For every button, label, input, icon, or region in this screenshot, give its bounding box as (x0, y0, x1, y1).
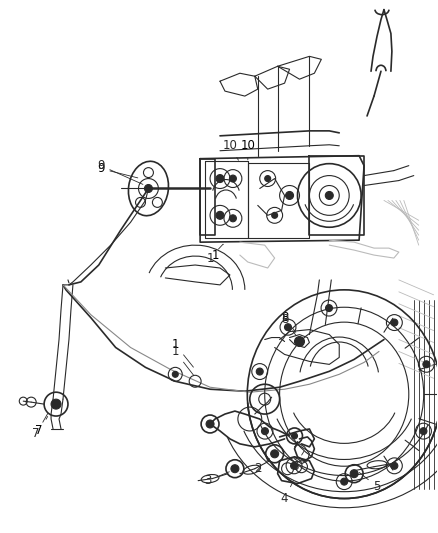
Circle shape (206, 420, 214, 428)
Text: 1: 1 (211, 244, 223, 262)
Text: 3: 3 (205, 472, 230, 487)
Circle shape (420, 427, 427, 434)
Circle shape (286, 191, 293, 199)
Circle shape (230, 215, 237, 222)
Circle shape (271, 450, 279, 458)
Text: 7: 7 (35, 416, 48, 438)
Text: 9: 9 (97, 159, 143, 184)
Text: 8: 8 (281, 313, 296, 335)
Text: 6: 6 (291, 451, 304, 473)
Circle shape (290, 462, 297, 469)
Circle shape (256, 368, 263, 375)
Text: 1: 1 (206, 244, 223, 264)
Text: 4: 4 (281, 481, 293, 505)
Circle shape (325, 191, 333, 199)
Circle shape (216, 212, 224, 219)
Circle shape (285, 324, 291, 330)
Circle shape (294, 336, 304, 346)
Circle shape (261, 427, 268, 434)
Circle shape (350, 470, 358, 478)
Circle shape (265, 175, 271, 182)
Circle shape (230, 175, 237, 182)
Text: 10: 10 (240, 139, 255, 160)
Text: 8: 8 (281, 311, 296, 333)
Circle shape (216, 175, 224, 182)
Circle shape (341, 478, 348, 485)
Text: 1: 1 (172, 345, 194, 375)
Circle shape (172, 372, 178, 377)
Circle shape (391, 462, 398, 469)
Text: 7: 7 (32, 414, 48, 440)
Circle shape (325, 304, 332, 312)
Circle shape (51, 399, 61, 409)
Text: 9: 9 (97, 162, 138, 178)
Circle shape (292, 433, 297, 439)
Circle shape (231, 465, 239, 473)
Text: 10: 10 (223, 139, 238, 160)
Text: 1: 1 (172, 338, 194, 367)
Circle shape (391, 319, 398, 326)
Circle shape (423, 361, 430, 368)
Circle shape (145, 184, 152, 192)
Circle shape (272, 212, 278, 219)
Text: 2: 2 (254, 458, 269, 475)
Text: 5: 5 (359, 472, 381, 493)
